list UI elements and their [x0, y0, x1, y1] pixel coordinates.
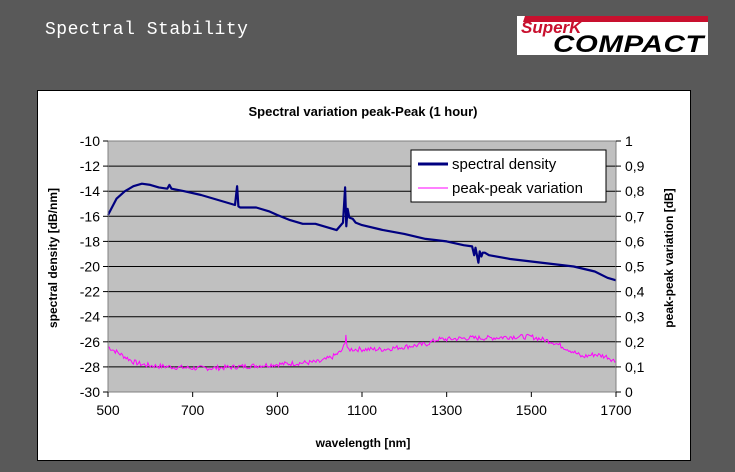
y-tick-label-3: -16: [80, 208, 100, 224]
x-tick-label-3: 1100: [347, 402, 377, 418]
y-tick-label-7: -24: [80, 309, 100, 325]
y2-tick-label-0: 1: [625, 133, 633, 149]
y-tick-label-8: -26: [80, 334, 100, 350]
legend-box: [410, 149, 607, 203]
x-tick-label-2: 900: [266, 402, 290, 418]
legend-label-peak-peak-variation: peak-peak variation: [452, 180, 583, 197]
y-tick-label-5: -20: [80, 259, 100, 275]
x-tick-label-1: 700: [181, 402, 205, 418]
y2-tick-label-2: 0,8: [625, 183, 645, 199]
x-tick-label-5: 1500: [516, 402, 547, 418]
chart-title: Spectral variation peak-Peak (1 hour): [248, 104, 477, 119]
series-line-spectral-density: [107, 182, 617, 282]
logo-compact-text: COMPACT: [553, 31, 706, 55]
y2-axis-title: peak-peak variation [dB]: [662, 188, 676, 327]
y2-tick-label-3: 0,7: [625, 208, 645, 224]
x-tick-label-0: 500: [96, 402, 120, 418]
slide-title: Spectral Stability: [45, 20, 249, 40]
y2-tick-label-4: 0,6: [625, 233, 645, 249]
superk-compact-logo: SuperK COMPACT: [517, 16, 708, 55]
y-tick-label-1: -12: [80, 158, 100, 174]
x-axis-title: wavelength [nm]: [315, 436, 411, 450]
y-tick-label-0: -10: [80, 133, 100, 149]
y2-tick-label-6: 0,4: [625, 284, 645, 300]
y-tick-label-6: -22: [80, 284, 100, 300]
y2-tick-label-10: 0: [625, 384, 633, 400]
x-tick-label-6: 1700: [600, 402, 631, 418]
x-tick-label-4: 1300: [431, 402, 462, 418]
y-tick-label-10: -30: [80, 384, 100, 400]
y2-tick-label-5: 0,5: [625, 259, 645, 275]
y2-tick-label-1: 0,9: [625, 158, 645, 174]
y2-tick-label-9: 0,1: [625, 359, 645, 375]
y-tick-label-9: -28: [80, 359, 100, 375]
y2-tick-label-8: 0,2: [625, 334, 645, 350]
y-tick-label-2: -14: [80, 183, 100, 199]
y2-tick-label-7: 0,3: [625, 309, 645, 325]
spectral-stability-chart: Spectral variation peak-Peak (1 hour) 50…: [46, 104, 676, 450]
series-line-peak-peak-variation: [107, 333, 617, 372]
y-tick-label-4: -18: [80, 233, 100, 249]
chart-panel: Spectral variation peak-Peak (1 hour) 50…: [37, 90, 691, 461]
logo-superk-text: SuperK: [521, 18, 583, 37]
legend-label-spectral-density: spectral density: [452, 156, 557, 173]
y-axis-title: spectral density [dB/nm]: [46, 188, 60, 328]
